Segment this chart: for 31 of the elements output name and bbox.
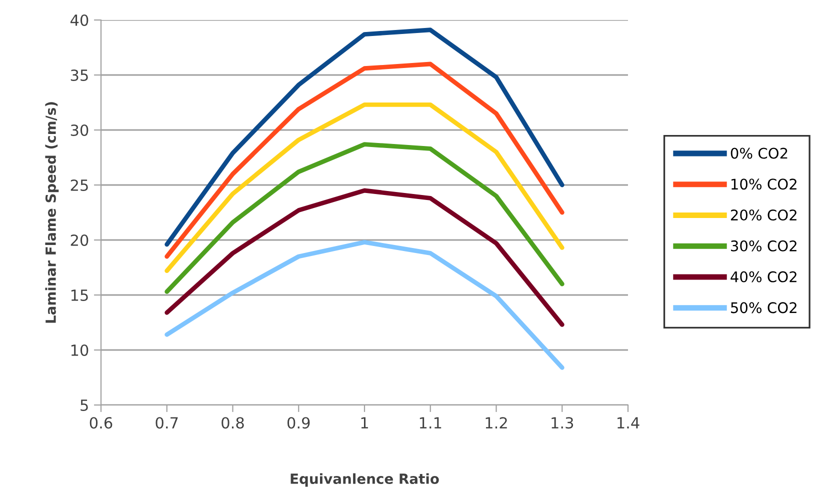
x-tick-label: 1.2 <box>486 417 507 428</box>
x-tick-label: 1.3 <box>552 417 574 429</box>
x-tick-label: 0.7 <box>156 417 178 429</box>
x-tick-label: 1.1 <box>420 417 442 428</box>
x-tick-label: 0.9 <box>287 417 310 429</box>
y-tick-label: 20 <box>70 234 88 246</box>
legend-label: 10% CO2 <box>732 178 796 190</box>
y-tick-label: 30 <box>70 124 88 136</box>
legend-label: 20% CO2 <box>730 210 796 221</box>
y-tick-label: 35 <box>70 69 88 82</box>
y-tick-label: 15 <box>71 290 88 302</box>
y-tick-label: 40 <box>70 14 88 26</box>
line-series <box>164 102 564 274</box>
x-tick-label: 0.6 <box>90 417 112 429</box>
y-tick-label: 5 <box>80 400 88 412</box>
line-series <box>164 62 564 259</box>
y-tick-label: 25 <box>70 179 88 192</box>
y-axis-title: Laminar Flame Speed (cm/s) <box>45 102 59 323</box>
x-tick-label: 1.4 <box>618 417 640 428</box>
line-series <box>164 142 564 294</box>
line-series <box>164 240 564 370</box>
legend-label: 0% CO2 <box>730 148 788 159</box>
legend-label: 50% CO2 <box>731 302 796 314</box>
y-tick-label: 10 <box>71 344 88 356</box>
line-series <box>164 188 564 327</box>
x-tick-label: 1 <box>361 417 368 428</box>
legend-label: 40% CO2 <box>730 271 796 282</box>
x-axis-title: Equivanlence Ratio <box>290 473 439 487</box>
x-tick-label: 0.8 <box>222 417 244 429</box>
line-series <box>164 28 564 247</box>
legend-label: 30% CO2 <box>731 240 796 252</box>
